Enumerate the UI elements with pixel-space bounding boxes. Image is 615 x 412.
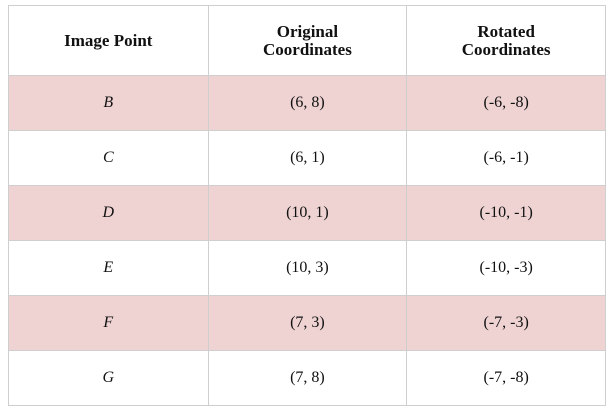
table-row: G (7, 8) (-7, -8)	[8, 350, 606, 406]
coordinate-cell: (6, 8)	[207, 75, 408, 131]
header-cell: Image Point	[8, 5, 209, 76]
point-cell: C	[8, 130, 209, 186]
coordinate-cell: (-7, -8)	[406, 350, 606, 406]
coordinate-cell: (10, 3)	[207, 240, 408, 296]
point-cell: G	[8, 350, 209, 406]
coordinate-cell: (-6, -8)	[406, 75, 606, 131]
table-row: C (6, 1) (-6, -1)	[8, 130, 606, 186]
coordinate-cell: (7, 8)	[207, 350, 408, 406]
header-text: Image Point	[64, 30, 153, 50]
point-cell: B	[8, 75, 209, 131]
coordinate-cell: (-10, -3)	[406, 240, 606, 296]
header-text: Rotated Coordinates	[461, 21, 551, 59]
point-cell: E	[8, 240, 209, 296]
coordinate-cell: (-7, -3)	[406, 295, 606, 351]
table-row: B (6, 8) (-6, -8)	[8, 75, 606, 131]
table-body: B (6, 8) (-6, -8) C (6, 1) (-6, -1) D (10, 1) (-…	[8, 75, 606, 406]
header-text: Original Coordinates	[263, 21, 352, 59]
coordinate-cell: (6, 1)	[207, 130, 408, 186]
table-row: D (10, 1) (-10, -1)	[8, 185, 606, 241]
table-row: E (10, 3) (-10, -3)	[8, 240, 606, 296]
coordinate-cell: (-6, -1)	[406, 130, 606, 186]
coordinate-cell: (7, 3)	[207, 295, 408, 351]
coordinate-cell: (10, 1)	[207, 185, 408, 241]
point-cell: D	[8, 185, 209, 241]
coordinates-table: Image Point Original Coordinates Rotated C…	[8, 5, 606, 406]
table-row: F (7, 3) (-7, -3)	[8, 295, 606, 351]
point-cell: F	[8, 295, 209, 351]
header-row: Image Point Original Coordinates Rotated C…	[8, 5, 606, 76]
header-cell: Original Coordinates	[207, 5, 408, 76]
header-cell: Rotated Coordinates	[406, 5, 606, 76]
coordinate-cell: (-10, -1)	[406, 185, 606, 241]
